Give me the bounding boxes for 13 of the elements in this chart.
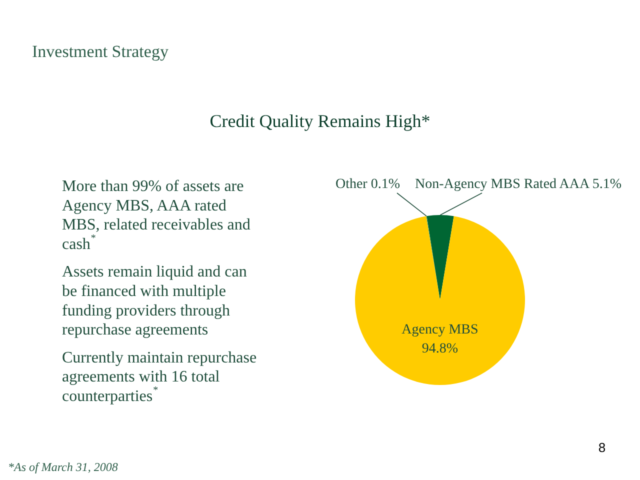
text: 8	[598, 440, 606, 455]
chart-subtitle: Credit Quality Remains High*	[210, 111, 430, 131]
text: Assets remain liquid and can be financed with multiple funding providers through repurchase agreements	[62, 264, 247, 339]
text: Investment Strategy	[32, 42, 169, 61]
slice-label: Other 0.1%	[335, 177, 400, 192]
text: Currently maintain repurchase agreements with 16 total counterparties*	[62, 349, 257, 405]
data-label: 94.8%	[422, 341, 458, 356]
text: More than 99% of assets are Agency MBS, AAA rated MBS, related receivables and cash*	[62, 178, 250, 253]
pie-slice	[355, 216, 525, 385]
slice-label: Non-Agency MBS Rated AAA 5.1%	[415, 177, 622, 192]
slice-label: Agency MBS	[402, 322, 478, 338]
pie-slice	[426, 215, 454, 300]
text: *As of March 31, 2008	[8, 460, 118, 474]
